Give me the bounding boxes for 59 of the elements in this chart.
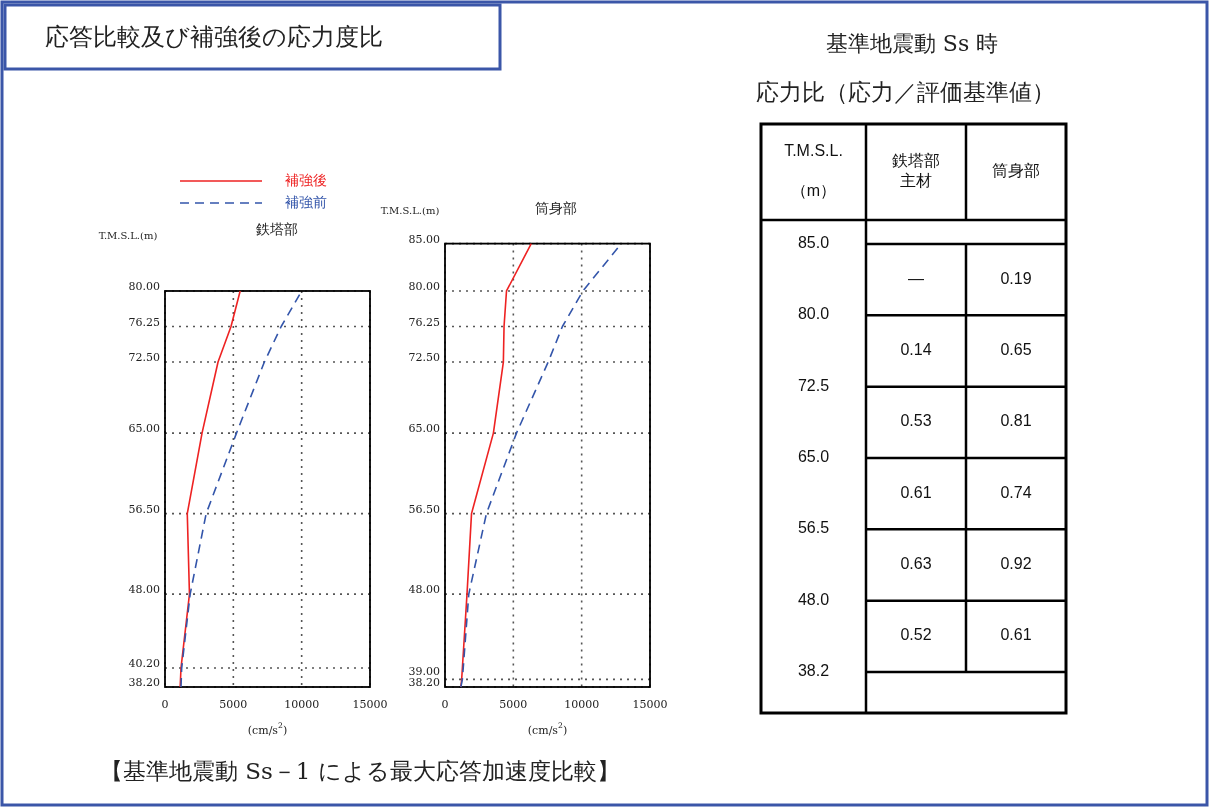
text: 0.81 — [1000, 412, 1032, 430]
text: 0.61 — [1000, 626, 1032, 644]
category-label: 85.0 — [797, 234, 830, 252]
y-tick-label: 38.20 — [128, 676, 160, 689]
text: 0.61 — [900, 483, 932, 501]
category-label: 48.0 — [797, 590, 830, 608]
text: 補強前 — [285, 194, 327, 210]
y-tick-label: 40.20 — [128, 657, 160, 671]
x-tick-label: 15000 — [632, 698, 668, 711]
y-tick-label: 80.00 — [408, 279, 440, 293]
text: 0.52 — [900, 626, 932, 644]
y-axis-title: T.M.S.L.(m) — [380, 204, 440, 216]
category-label: 65.0 — [797, 448, 830, 466]
text: 【基準地震動 Ss－1 による最大応答加速度比較】 — [100, 758, 620, 784]
text: 0.53 — [900, 412, 932, 430]
chart-title: 鉄塔部 — [256, 221, 298, 237]
y-tick-label: 39.00 — [408, 665, 440, 678]
x-axis-title: (cm/s$^{2}$) — [247, 721, 288, 737]
y-tick-label: 48.00 — [128, 583, 160, 597]
text: 0.63 — [900, 555, 932, 573]
category-label: 鉄塔部主材 — [892, 152, 940, 190]
y-axis-title: T.M.S.L.(m) — [98, 229, 158, 241]
category-label: 38.2 — [797, 662, 830, 680]
x-tick-label: 0 — [441, 698, 449, 711]
x-tick-label: 10000 — [284, 698, 320, 711]
text: 応答比較及び補強後の応力度比 — [45, 22, 383, 51]
text: 基準地震動 Ss 時 — [825, 31, 999, 56]
text: — — [908, 269, 924, 287]
y-tick-label: 85.00 — [408, 232, 440, 246]
x-tick-label: 15000 — [352, 698, 388, 711]
y-tick-label: 72.50 — [408, 351, 440, 365]
text: 0.19 — [1000, 269, 1032, 287]
text: 補強後 — [285, 172, 327, 188]
category-label: 56.5 — [797, 519, 830, 537]
x-axis-title: (cm/s$^{2}$) — [527, 721, 568, 737]
y-tick-label: 76.25 — [128, 315, 160, 329]
x-tick-label: 5000 — [499, 698, 528, 711]
category-label: 筒身部 — [992, 162, 1040, 180]
chart-title: 筒身部 — [535, 200, 577, 216]
x-tick-label: 0 — [161, 698, 169, 711]
x-tick-label: 5000 — [219, 698, 248, 711]
category-label: T.M.S.L. （m） — [784, 142, 843, 200]
text: 0.65 — [1000, 341, 1032, 359]
y-tick-label: 80.00 — [128, 279, 160, 293]
y-tick-label: 65.00 — [128, 422, 160, 436]
y-tick-label: 72.50 — [128, 351, 160, 365]
y-tick-label: 76.25 — [408, 315, 440, 329]
x-tick-label: 10000 — [564, 698, 600, 711]
y-tick-label: 56.50 — [408, 502, 440, 516]
text: 0.92 — [1000, 555, 1032, 573]
text: 0.14 — [900, 341, 932, 359]
y-tick-label: 65.00 — [408, 422, 440, 436]
category-label: 72.5 — [797, 376, 830, 394]
y-tick-label: 48.00 — [408, 583, 440, 597]
y-tick-label: 38.20 — [408, 676, 440, 689]
text: 0.74 — [1000, 483, 1032, 501]
text: 応力比（応力／評価基準値） — [755, 79, 1055, 105]
category-label: 80.0 — [797, 305, 830, 323]
y-tick-label: 56.50 — [128, 502, 160, 516]
